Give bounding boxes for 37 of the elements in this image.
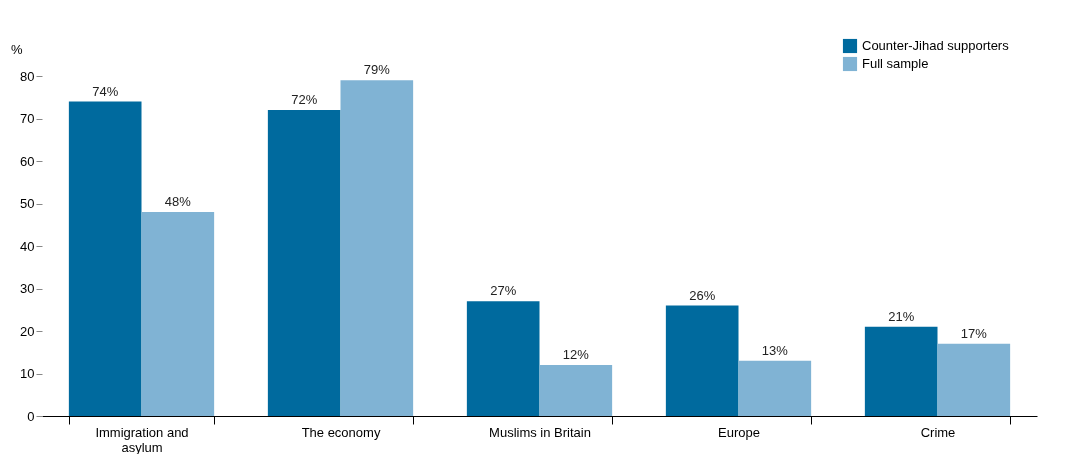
bar	[864, 326, 938, 416]
data-label: 27%	[490, 283, 517, 299]
y-tick-label: 0	[27, 408, 35, 424]
y-tick-label: 50	[20, 196, 35, 211]
y-tick-label: 10	[20, 366, 35, 381]
x-tick-label: The economy	[301, 424, 381, 440]
data-label: 13%	[761, 342, 789, 358]
x-tick-label: Europe	[718, 424, 760, 440]
y-tick-label: 70	[20, 111, 35, 126]
x-tick-label: Immigration and asylum	[95, 424, 189, 455]
data-label: 48%	[164, 194, 192, 209]
legend-label: Counter-Jihad supporters	[862, 38, 1010, 53]
data-label: 12%	[562, 347, 590, 362]
bar	[267, 110, 341, 416]
bar	[937, 343, 1011, 416]
x-tick-label: Muslims in Britain	[489, 424, 591, 440]
bar	[738, 360, 812, 416]
bar	[141, 212, 215, 416]
bar	[539, 365, 613, 416]
data-label: 72%	[291, 92, 318, 107]
data-label: 21%	[888, 308, 915, 324]
bar	[340, 80, 414, 416]
y-tick-label: 80	[20, 68, 35, 84]
bar	[68, 101, 142, 416]
x-tick-label: Crime	[920, 424, 956, 440]
bar	[665, 305, 739, 416]
y-axis-title: %	[10, 41, 23, 57]
data-label: 26%	[689, 287, 716, 303]
legend-label: Full sample	[862, 56, 929, 71]
y-tick-label: 20	[20, 323, 35, 339]
data-label: 79%	[363, 62, 391, 78]
data-label: 74%	[92, 83, 119, 99]
y-tick-label: 40	[20, 238, 35, 254]
data-label: 17%	[960, 325, 988, 341]
y-tick-label: 60	[20, 153, 35, 169]
y-tick-label: 30	[20, 281, 35, 296]
bar	[466, 301, 540, 416]
